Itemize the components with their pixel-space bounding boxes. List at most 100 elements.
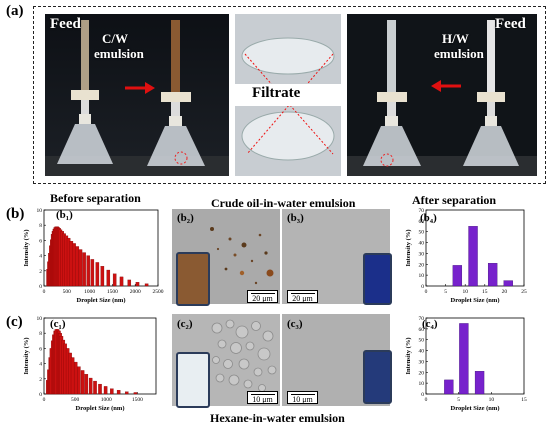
x-tick-label: 0: [425, 397, 428, 403]
y-tick-label: 50: [419, 230, 425, 236]
y-tick-label: 40: [419, 241, 425, 247]
y-tick-label: 10: [419, 381, 425, 387]
y-tick-label: 30: [419, 251, 425, 257]
y-tick-label: 50: [419, 338, 425, 344]
scale-bar-c2-label: 10 μm: [252, 395, 273, 404]
y-axis-label: Intensity (%): [23, 229, 30, 266]
y-tick-label: 8: [39, 331, 42, 337]
y-tick-label: 20: [419, 262, 425, 268]
vial-crude-before: [176, 252, 210, 306]
bar: [75, 246, 80, 287]
chart-c1-droplet-size: 0 2 4 6 8 10 0 500 1000 1500 Droplet Size (nm) Inte…: [23, 316, 157, 412]
y-tick-label: 0: [39, 392, 42, 398]
x-tick-label: 5: [457, 397, 460, 403]
flask-setup-right: [347, 14, 537, 176]
bar: [468, 226, 478, 287]
heading-after-separation: After separation: [412, 193, 497, 207]
x-tick-label: 0: [425, 289, 428, 295]
bar: [72, 243, 76, 287]
scale-bar-b3: 20 μm: [287, 290, 318, 303]
x-tick-label: 2500: [153, 289, 164, 295]
y-tick-label: 0: [421, 284, 424, 290]
x-tick-label: 20: [502, 289, 508, 295]
x-axis-label: Droplet Size (nm): [451, 297, 500, 304]
panel-label-c: (c): [6, 314, 23, 330]
bar: [86, 255, 90, 287]
heading-hexane-emulsion: Hexane-in-water emulsion: [210, 411, 345, 425]
bar: [80, 370, 85, 395]
x-tick-label: 15: [521, 397, 527, 403]
x-tick-label: 1000: [84, 289, 95, 295]
bar: [100, 266, 105, 287]
bar: [106, 269, 111, 287]
bar: [459, 323, 469, 395]
bar: [444, 379, 454, 395]
x-tick-label: 15: [482, 289, 488, 295]
heading-crude-emulsion: Crude oil-in-water emulsion: [211, 196, 356, 210]
label-cw-line1: C/W: [102, 31, 128, 46]
sub-label-c3: (c₃): [287, 318, 303, 330]
bar: [116, 390, 121, 395]
y-axis-label: Intensity (%): [23, 337, 30, 374]
bar: [84, 374, 89, 395]
label-hw-line1: H/W: [442, 31, 469, 46]
y-tick-label: 30: [419, 359, 425, 365]
sub-label-b1: (b₁): [56, 209, 73, 221]
x-axis-label: Droplet Size (nm): [77, 297, 126, 304]
x-tick-label: 500: [71, 397, 80, 403]
y-tick-label: 6: [39, 238, 42, 244]
y-tick-label: 10: [419, 273, 425, 279]
sub-label-b4: (b₄): [420, 212, 437, 224]
scale-bar-b2: 20 μm: [247, 290, 278, 303]
y-tick-label: 6: [39, 346, 42, 352]
x-tick-label: 2000: [130, 289, 141, 295]
y-axis-label: Intensity (%): [405, 229, 412, 266]
panel-label-a: (a): [6, 3, 24, 19]
y-tick-label: 40: [419, 349, 425, 355]
bar: [73, 361, 78, 395]
bar: [98, 383, 102, 395]
scale-bar-b3-label: 20 μm: [292, 294, 313, 303]
bar: [133, 392, 138, 395]
chart-c4-droplet-size: 0 10 20 30 40 50 60 70 0 5 10 15 Droplet Size (nm) In…: [405, 316, 527, 412]
x-tick-label: 1000: [101, 397, 112, 403]
vial-hexane-before: [176, 352, 210, 408]
bar: [487, 263, 498, 287]
bar: [112, 273, 117, 287]
vial-hexane-after: [363, 350, 392, 404]
photo-filtrate: [235, 14, 341, 176]
y-tick-label: 4: [39, 254, 42, 260]
scale-bar-b2-label: 20 μm: [252, 294, 273, 303]
bar: [70, 357, 75, 395]
vial-crude-after: [363, 253, 392, 305]
x-tick-label: 10: [489, 397, 495, 403]
y-tick-label: 20: [419, 370, 425, 376]
bar: [125, 391, 129, 395]
bar: [93, 380, 97, 395]
chart-b4-droplet-size: 0 10 20 30 40 50 60 70 0 5 10 15 20 25 Droplet Size (n…: [405, 208, 527, 304]
bar: [474, 371, 485, 395]
filtrate-closeup: [235, 14, 341, 176]
y-tick-label: 70: [419, 316, 425, 322]
sub-label-b2: (b₂): [177, 212, 194, 224]
x-tick-label: 0: [43, 397, 46, 403]
sub-label-b3: (b₃): [287, 212, 304, 224]
panel-label-b: (b): [6, 206, 25, 222]
bar: [78, 249, 83, 287]
sub-label-c2: (c₂): [177, 318, 193, 330]
y-axis-label: Intensity (%): [405, 337, 412, 374]
bar: [103, 386, 108, 395]
heading-before-separation: Before separation: [50, 191, 141, 205]
x-tick-label: 0: [43, 289, 46, 295]
label-filtrate: Filtrate: [252, 85, 301, 101]
y-tick-label: 60: [419, 219, 425, 225]
photo-feed-hw: [347, 14, 537, 176]
bar: [503, 280, 513, 287]
bar: [119, 276, 124, 287]
sub-label-c4: (c₄): [422, 318, 438, 330]
y-tick-label: 0: [39, 284, 42, 290]
y-tick-label: 2: [39, 377, 42, 383]
x-tick-label: 10: [462, 289, 468, 295]
flask-setup-left: [45, 14, 229, 176]
bar: [95, 262, 100, 287]
